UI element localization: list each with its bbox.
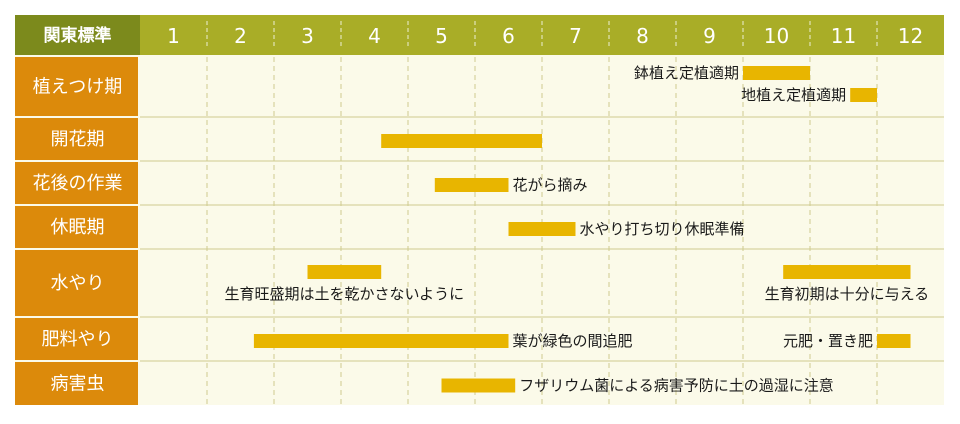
row-label: 水やり xyxy=(51,273,105,294)
month-label: 10 xyxy=(764,24,789,48)
schedule-bar xyxy=(850,88,877,102)
schedule-bar xyxy=(434,178,509,192)
row-label-cell xyxy=(15,162,138,204)
header-band xyxy=(15,15,944,55)
bars-group xyxy=(253,66,911,393)
month-labels: 1 2 3 4 5 6 7 8 9 10 11 12 xyxy=(167,21,923,49)
bar-annotation: 鉢植え定植適期 xyxy=(634,64,739,82)
schedule-bar xyxy=(877,334,911,348)
header-first-cell xyxy=(15,15,140,55)
bar-annotation: フザリウム菌による病害予防に土の過湿に注意 xyxy=(519,377,834,395)
month-label: 8 xyxy=(636,24,649,48)
annotations-group: 鉢植え定植適期地植え定植適期花がら摘み水やり打ち切り休眠準備生育旺盛期は土を乾か… xyxy=(224,64,929,395)
schedule-bar xyxy=(508,222,576,236)
row-label-cell xyxy=(15,362,138,405)
bar-annotation: 元肥・置き肥 xyxy=(783,332,873,350)
month-label: 11 xyxy=(831,24,856,48)
month-label: 3 xyxy=(301,24,314,48)
row-label-cell xyxy=(15,250,138,316)
row-label-cell xyxy=(15,318,138,360)
schedule-bar xyxy=(743,66,810,80)
row-label-cell xyxy=(15,118,138,160)
bar-annotation: 生育初期は十分に与える xyxy=(765,285,930,303)
row-label: 休眠期 xyxy=(51,217,105,238)
bar-annotation: 水やり打ち切り休眠準備 xyxy=(580,220,745,238)
bar-annotation: 花がら摘み xyxy=(513,176,588,194)
schedule-bar xyxy=(307,265,382,279)
month-label: 6 xyxy=(502,24,515,48)
month-label: 7 xyxy=(569,24,582,48)
row-label: 病害虫 xyxy=(51,374,105,395)
bar-annotation: 地植え定植適期 xyxy=(741,86,846,104)
row-label-cell xyxy=(15,57,138,116)
row-label: 花後の作業 xyxy=(33,173,123,194)
bar-annotation: 生育旺盛期は土を乾かさないように xyxy=(224,285,464,303)
month-label: 12 xyxy=(898,24,923,48)
row-label: 肥料やり xyxy=(42,329,114,350)
month-label: 2 xyxy=(234,24,247,48)
schedule-bar xyxy=(441,378,516,393)
header-label: 関東標準 xyxy=(44,25,112,46)
schedule-bar xyxy=(381,134,542,148)
row-label: 開花期 xyxy=(51,129,105,150)
schedule-bar xyxy=(253,334,509,348)
month-label: 9 xyxy=(703,24,716,48)
month-label: 1 xyxy=(167,24,180,48)
schedule-bar xyxy=(783,265,911,279)
month-label: 4 xyxy=(368,24,381,48)
month-label: 5 xyxy=(435,24,448,48)
bar-annotation: 葉が緑色の間追肥 xyxy=(513,332,633,350)
row-label: 植えつけ期 xyxy=(33,77,122,98)
row-label-cell xyxy=(15,206,138,248)
